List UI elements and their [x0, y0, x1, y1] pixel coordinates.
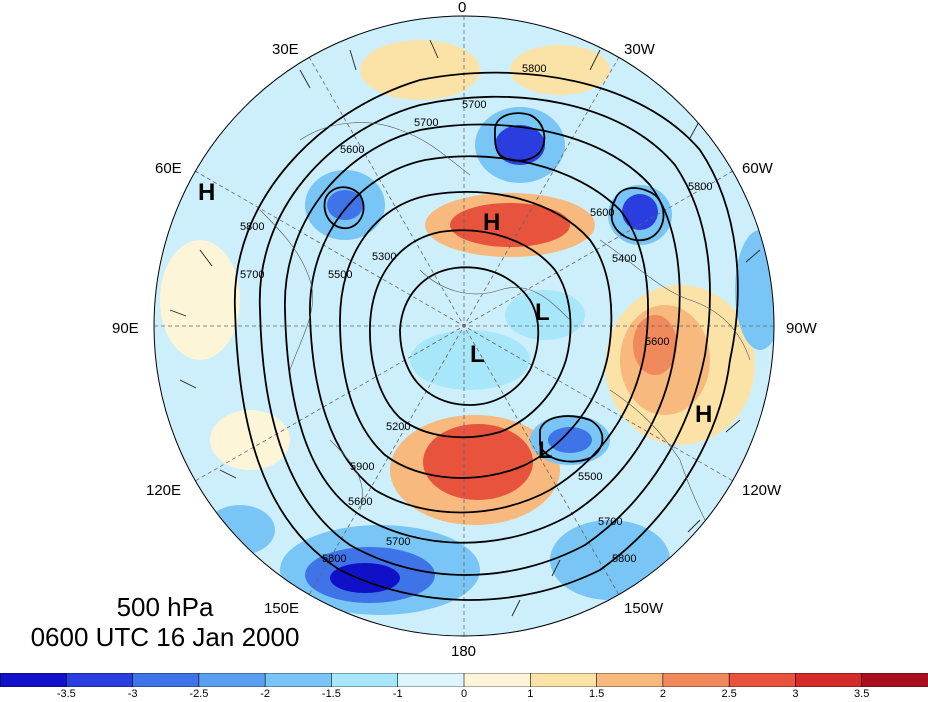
colorbar-tick-label: -2 — [260, 688, 270, 700]
low-pressure-marker: L — [535, 299, 550, 326]
pressure-level-title: 500 hPa — [116, 592, 214, 622]
anomaly-positive — [510, 45, 610, 95]
high-pressure-marker: H — [198, 179, 215, 206]
anomaly-negative — [735, 230, 774, 350]
colorbar-tick-label: 2.5 — [721, 688, 737, 700]
longitude-label-90e: 90E — [112, 320, 139, 337]
map-title: 500 hPa 0600 UTC 16 Jan 2000 — [0, 592, 330, 652]
longitude-label-60e: 60E — [155, 160, 182, 177]
colorbar-swatch — [463, 673, 532, 687]
colorbar-tick-label: 3.5 — [854, 688, 870, 700]
contour-labels: 5800 5700 5700 5600 5800 5600 5500 5300 … — [240, 63, 712, 565]
height-contours — [234, 71, 739, 601]
contour-label: 5600 — [348, 496, 372, 508]
pressure-centers: H H H L L L — [198, 179, 712, 464]
colorbar-swatch — [397, 673, 465, 687]
valid-time-title: 0600 UTC 16 Jan 2000 — [30, 622, 300, 652]
contour-label: 5600 — [645, 336, 669, 348]
anomaly-negative — [410, 330, 530, 390]
colorbar-tick-label: 2 — [659, 688, 666, 700]
anomaly-positive — [423, 424, 533, 500]
anomaly-negative — [505, 290, 585, 340]
longitude-label-150w: 150W — [624, 600, 664, 617]
contour-label: 5800 — [612, 553, 636, 565]
colorbar — [0, 673, 928, 687]
graticule — [154, 16, 774, 636]
longitude-label-180: 180 — [451, 643, 477, 660]
contour-label: 5500 — [328, 269, 352, 281]
longitude-label-90w: 90W — [786, 320, 817, 337]
longitude-label-120w: 120W — [742, 482, 782, 499]
colorbar-tick-label: -1 — [392, 688, 403, 700]
contour-label: 5700 — [386, 536, 410, 548]
anomaly-negative — [495, 125, 545, 165]
low-pressure-marker: L — [470, 341, 485, 368]
anomaly-negative — [327, 190, 363, 220]
anomaly-negative — [330, 563, 400, 593]
colorbar-tick-label: -3 — [127, 688, 138, 700]
colorbar-tick-label: -3.5 — [56, 688, 76, 700]
colorbar-swatch — [132, 673, 200, 687]
anomaly-positive — [450, 203, 570, 247]
anomaly-negative — [622, 194, 658, 230]
high-pressure-marker: H — [695, 401, 712, 428]
contour-label: 5700 — [462, 99, 486, 111]
colorbar-swatch — [264, 673, 333, 687]
longitude-label-0: 0 — [458, 0, 467, 16]
colorbar-swatch — [331, 673, 399, 687]
contour-label: 5600 — [590, 207, 614, 219]
contour-label: 5700 — [598, 516, 622, 528]
colorbar-swatch — [861, 673, 928, 687]
colorbar-swatch — [0, 673, 68, 687]
high-pressure-marker: H — [483, 209, 500, 236]
anomaly-positive — [160, 240, 240, 360]
colorbar-tick-label: 1 — [527, 688, 534, 700]
longitude-label-150e: 150E — [264, 600, 300, 617]
contour-label: 5300 — [372, 251, 396, 263]
longitude-label-30e: 30E — [272, 41, 299, 58]
coastlines — [259, 122, 751, 531]
contour-label: 5800 — [240, 221, 264, 233]
contour-label: 5600 — [340, 144, 364, 156]
contour-label: 5700 — [240, 269, 264, 281]
contour-label: 5400 — [612, 253, 636, 265]
contour-label: 5800 — [322, 553, 346, 565]
colorbar-tick-label: 1.5 — [588, 688, 605, 700]
colorbar-swatch — [728, 673, 797, 687]
colorbar-swatch — [596, 673, 664, 687]
contour-label: 5700 — [414, 117, 438, 129]
colorbar-tick-label: -2.5 — [189, 688, 209, 700]
longitude-label-120e: 120E — [146, 482, 182, 499]
colorbar-swatch — [662, 673, 730, 687]
map-boundary — [153, 15, 775, 637]
anomaly-positive — [210, 410, 290, 470]
colorbar-tick-label: 3 — [792, 688, 799, 700]
colorbar-swatch — [65, 673, 134, 687]
anomaly-negative — [548, 427, 592, 453]
anomaly-positive — [360, 40, 480, 100]
longitude-label-30w: 30W — [624, 41, 655, 58]
contour-label: 5800 — [522, 63, 546, 75]
colorbar-tick-label: -1.5 — [321, 688, 341, 700]
contour-label: 5500 — [578, 471, 602, 483]
longitude-label-60w: 60W — [742, 160, 773, 177]
colorbar-tick-label: 0 — [460, 688, 468, 700]
colorbar-swatch — [198, 673, 266, 687]
contour-label: 5200 — [386, 421, 410, 433]
contour-label: 5800 — [688, 181, 712, 193]
colorbar-swatch — [795, 673, 863, 687]
contour-label: 5900 — [350, 461, 374, 473]
low-pressure-marker: L — [538, 437, 553, 464]
anomaly-negative — [550, 520, 670, 600]
anomaly-negative — [205, 505, 275, 555]
colorbar-swatch — [529, 673, 598, 687]
